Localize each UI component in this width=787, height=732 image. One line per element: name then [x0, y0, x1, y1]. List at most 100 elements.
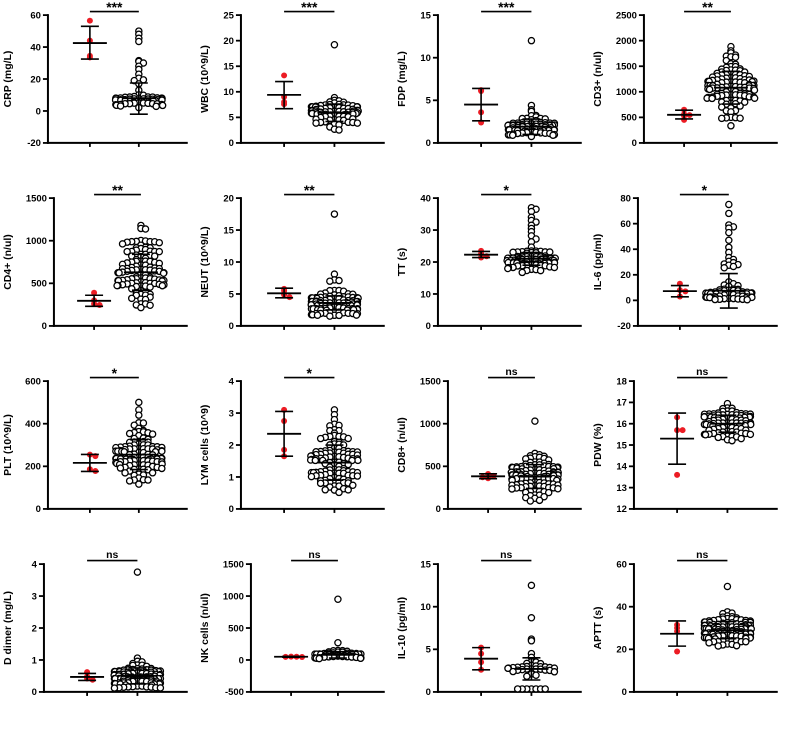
open-dot [352, 311, 360, 319]
y-tick-label: 0 [425, 321, 430, 332]
red-group-errorbar [463, 250, 498, 259]
plot-crp-mg-l: *** -20 0 20 40 60 CRP (mg/L) [3, 0, 188, 149]
open-dot [137, 303, 145, 312]
y-tick-label: 15 [420, 10, 431, 21]
open-group-errorbar [317, 444, 352, 481]
red-dot [674, 471, 681, 478]
open-circle-points [700, 582, 756, 650]
significance-label: ns [308, 550, 320, 561]
red-group-errorbar [660, 412, 695, 465]
red-dot [86, 17, 93, 24]
panel-cd8-n-ul: ns 0 500 1000 1500 CD8+ (n/ul) [394, 366, 591, 549]
y-tick-label: 5 [425, 645, 430, 656]
open-dot [536, 266, 544, 275]
open-dot [732, 53, 740, 61]
open-dot [135, 480, 143, 488]
y-axis-title: NK cells (n/ul) [200, 593, 211, 663]
open-dot [711, 295, 720, 304]
y-tick-label: 0 [425, 687, 430, 698]
open-dot [530, 417, 539, 425]
open-group-errorbar [121, 82, 156, 115]
significance-label: *** [498, 0, 515, 15]
plot-wbc-10-9-l: *** 0 5 10 15 20 25 WBC (10^9/L) [200, 0, 385, 149]
plot-cd4-n-ul: ** 0 500 1000 1500 CD4+ (n/ul) [3, 183, 188, 332]
open-dot [531, 671, 540, 679]
y-tick-label: 40 [420, 193, 431, 204]
open-group-errorbar [317, 295, 352, 311]
open-dot [158, 101, 167, 110]
y-axis-title: CD3+ (n/ul) [593, 51, 604, 107]
y-tick-label: 15 [223, 225, 234, 236]
red-group-errorbar [463, 646, 498, 671]
open-dot [158, 447, 166, 456]
plot-tt-s: * 0 10 20 30 40 TT (s) [396, 183, 582, 332]
open-dot [725, 236, 733, 245]
y-tick-label: 2500 [616, 10, 637, 21]
y-tick-label: 500 [621, 113, 637, 124]
red-dot [679, 427, 686, 434]
y-tick-label: 1000 [223, 591, 244, 602]
open-group-errorbar [121, 438, 156, 471]
significance-label: ns [696, 367, 708, 378]
y-tick-label: 20 [223, 36, 234, 47]
open-dot [720, 264, 729, 272]
open-dot [316, 479, 325, 488]
panel-aptt-s: ns 0 20 40 60 APTT (s) [590, 549, 787, 732]
red-points [674, 414, 686, 478]
open-dot [146, 301, 154, 310]
panel-crp-mg-l: *** -20 0 20 40 60 CRP (mg/L) [0, 0, 197, 183]
open-dot [110, 684, 119, 692]
y-axis-title: WBC (10^9/L) [200, 45, 211, 113]
y-tick-label: 0 [632, 138, 637, 149]
open-dot [121, 469, 129, 477]
significance-label: * [503, 183, 509, 198]
y-tick-label: -500 [225, 687, 244, 698]
open-dot [156, 684, 165, 692]
red-group-errorbar [77, 294, 112, 308]
y-tick-label: 10 [420, 602, 431, 613]
significance-label: *** [106, 0, 123, 15]
open-dot [714, 642, 723, 650]
open-dot [508, 131, 516, 140]
open-dot [718, 114, 726, 123]
open-group-errorbar [513, 251, 548, 267]
y-tick-label: 60 [621, 219, 632, 230]
open-dot [335, 276, 343, 285]
panel-tt-s: * 0 10 20 30 40 TT (s) [394, 183, 591, 366]
open-dot [353, 472, 361, 480]
y-tick-label: 1500 [616, 62, 637, 73]
open-dot [353, 119, 361, 127]
plot-il-6-pg-ml: * -20 0 20 40 60 80 IL-6 (pg/ml) [593, 183, 779, 332]
open-dot [728, 436, 737, 445]
open-group-errorbar [710, 620, 745, 640]
panel-cd4-n-ul: ** 0 500 1000 1500 CD4+ (n/ul) [0, 183, 197, 366]
y-axis-title: PDW (%) [593, 423, 604, 467]
y-tick-label: 0 [32, 687, 37, 698]
plot-nk-cells-n-ul: ns -500 0 500 1000 1500 NK cells (n/ul) [200, 550, 385, 698]
y-tick-label: 18 [617, 376, 628, 387]
open-dot [333, 638, 342, 647]
open-dot [148, 430, 157, 438]
y-tick-label: 10 [420, 289, 431, 300]
open-dot [330, 41, 338, 49]
y-tick-label: 80 [621, 193, 632, 204]
y-axis-title: CD4+ (n/ul) [3, 234, 14, 290]
open-dot [133, 568, 142, 576]
red-points [91, 289, 103, 309]
open-dot [125, 429, 134, 438]
significance-label: ns [505, 367, 517, 378]
open-dot [344, 486, 352, 494]
y-tick-label: 20 [223, 193, 234, 204]
y-axis-title: CRP (mg/L) [3, 51, 14, 108]
y-axis-title: FDP (mg/L) [396, 51, 407, 107]
open-dot [725, 209, 733, 218]
open-dot [527, 614, 535, 622]
red-group-errorbar [266, 287, 301, 299]
open-group-errorbar [710, 414, 745, 434]
y-tick-label: 25 [223, 10, 234, 21]
y-tick-label: 3 [32, 591, 37, 602]
open-dot [725, 200, 733, 209]
y-tick-label: 200 [25, 462, 41, 473]
open-circle-points [307, 210, 362, 320]
open-dot [705, 639, 714, 647]
